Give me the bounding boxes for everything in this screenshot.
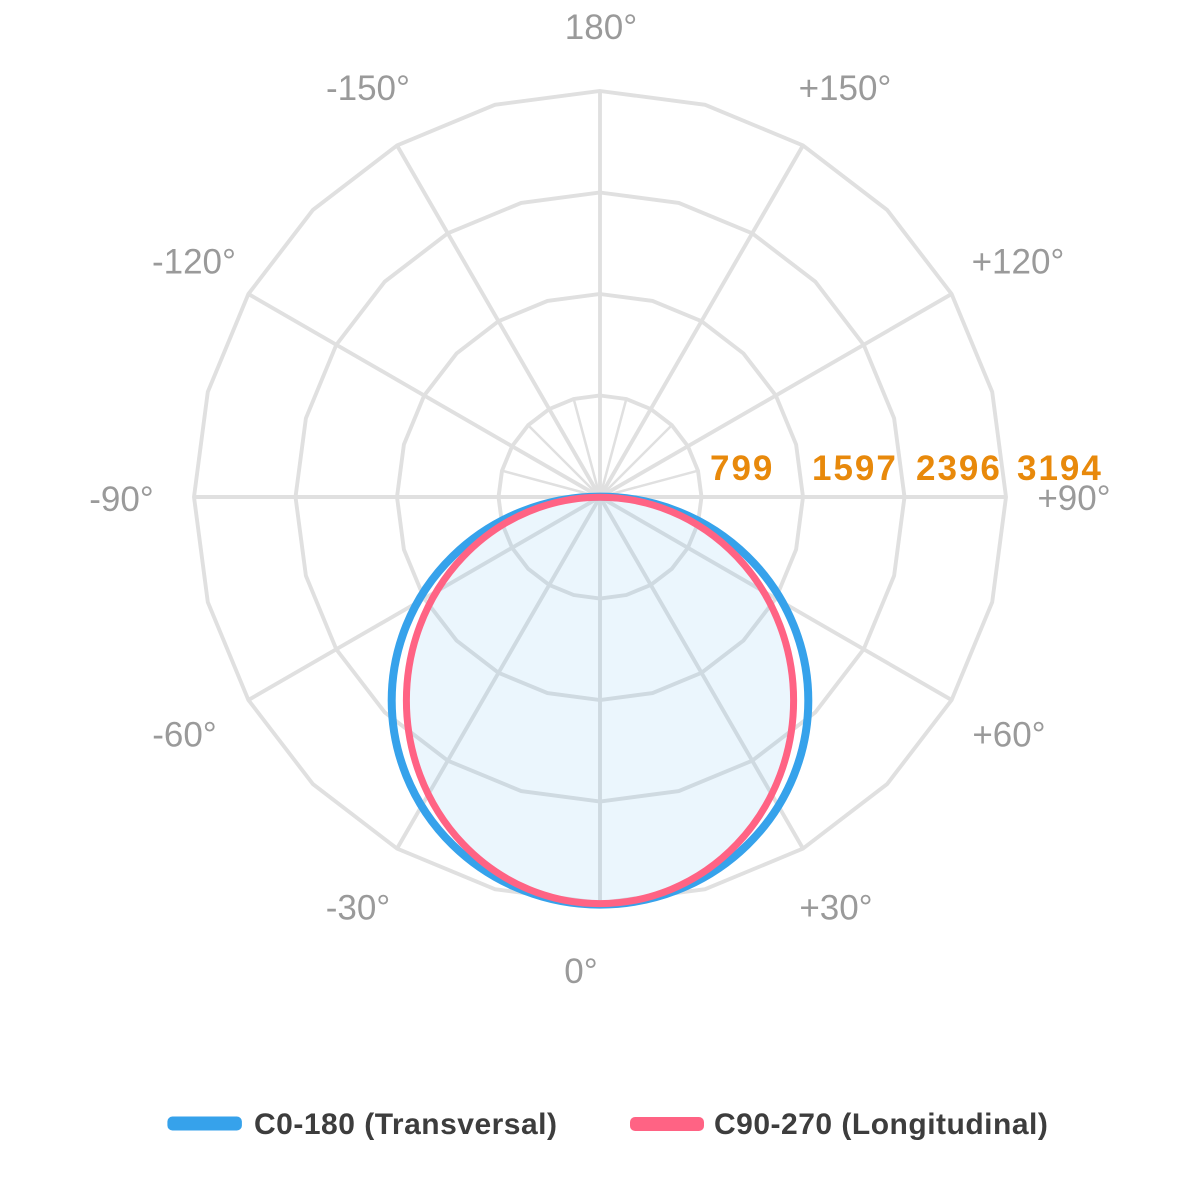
- svg-text:C0-180 (Transversal): C0-180 (Transversal): [254, 1108, 558, 1141]
- svg-text:-30°: -30°: [326, 889, 391, 928]
- svg-text:3194: 3194: [1017, 449, 1103, 488]
- svg-text:-150°: -150°: [326, 69, 410, 108]
- svg-text:1597: 1597: [812, 449, 898, 488]
- svg-text:2396: 2396: [916, 449, 1002, 488]
- svg-text:+90°: +90°: [1037, 479, 1110, 518]
- svg-text:-90°: -90°: [89, 480, 154, 519]
- svg-text:C90-270 (Longitudinal): C90-270 (Longitudinal): [714, 1108, 1048, 1141]
- svg-text:0°: 0°: [564, 952, 597, 991]
- svg-text:+60°: +60°: [972, 716, 1045, 755]
- svg-text:+30°: +30°: [799, 889, 872, 928]
- svg-text:180°: 180°: [565, 8, 637, 47]
- svg-text:+120°: +120°: [972, 243, 1065, 282]
- svg-text:799: 799: [710, 449, 774, 488]
- svg-text:-60°: -60°: [152, 716, 217, 755]
- svg-text:+150°: +150°: [799, 69, 892, 108]
- svg-text:-120°: -120°: [152, 243, 236, 282]
